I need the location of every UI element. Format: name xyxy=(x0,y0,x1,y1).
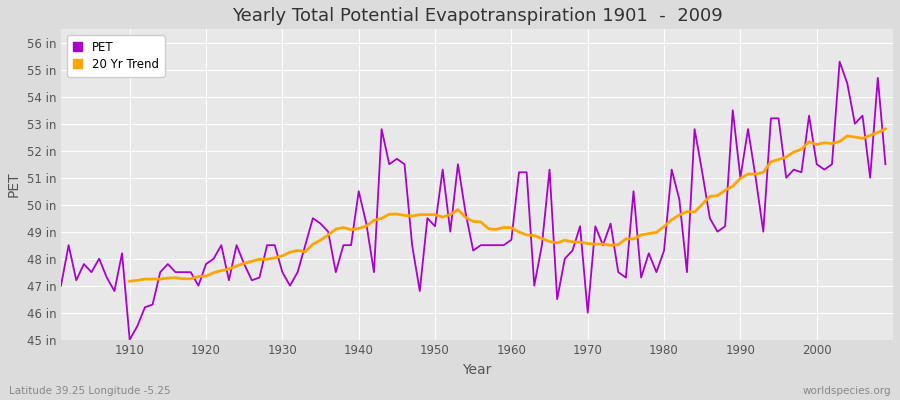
X-axis label: Year: Year xyxy=(463,363,491,377)
PET xyxy=(605,221,616,226)
20 Yr Trend xyxy=(300,249,310,254)
20 Yr Trend xyxy=(269,256,280,260)
20 Yr Trend xyxy=(124,279,135,284)
PET xyxy=(292,270,303,274)
Legend: PET, 20 Yr Trend: PET, 20 Yr Trend xyxy=(67,35,165,76)
PET xyxy=(514,170,525,175)
20 Yr Trend xyxy=(842,134,852,138)
PET xyxy=(56,283,67,288)
Line: PET: PET xyxy=(61,62,886,340)
PET xyxy=(338,243,349,248)
Text: worldspecies.org: worldspecies.org xyxy=(803,386,891,396)
20 Yr Trend xyxy=(514,230,525,234)
Line: 20 Yr Trend: 20 Yr Trend xyxy=(130,129,886,281)
20 Yr Trend xyxy=(575,240,586,245)
PET xyxy=(117,251,128,256)
PET xyxy=(124,337,135,342)
PET xyxy=(880,162,891,167)
Y-axis label: PET: PET xyxy=(7,172,21,197)
PET xyxy=(834,59,845,64)
Text: Latitude 39.25 Longitude -5.25: Latitude 39.25 Longitude -5.25 xyxy=(9,386,171,396)
Title: Yearly Total Potential Evapotranspiration 1901  -  2009: Yearly Total Potential Evapotranspiratio… xyxy=(231,7,723,25)
20 Yr Trend xyxy=(819,140,830,145)
PET xyxy=(506,237,517,242)
20 Yr Trend xyxy=(880,126,891,131)
